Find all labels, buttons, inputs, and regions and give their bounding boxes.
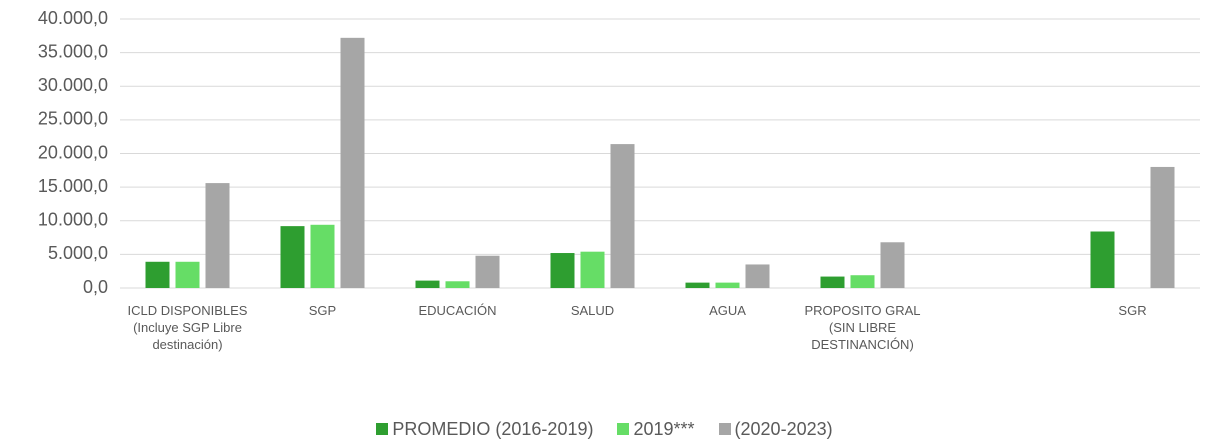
bar xyxy=(580,251,605,288)
legend: PROMEDIO (2016-2019) 2019*** (2020-2023) xyxy=(0,419,1209,440)
x-tick-label: PROPOSITO GRAL (SIN LIBRE DESTINANCIÓN) xyxy=(804,303,921,352)
bar xyxy=(340,37,365,288)
y-tick-label: 15.000,0 xyxy=(38,176,108,196)
x-tick-label: SALUD xyxy=(570,303,615,318)
x-tick-label: ICLD DISPONIBLES (Incluye SGP Libre dest… xyxy=(127,303,248,352)
bar xyxy=(850,275,875,288)
y-tick-label: 10.000,0 xyxy=(38,210,108,230)
bar xyxy=(280,226,305,288)
legend-item: 2019*** xyxy=(617,419,695,440)
bar xyxy=(145,261,170,288)
x-tick-label: SGR xyxy=(1118,303,1147,318)
bar xyxy=(820,276,845,288)
bar xyxy=(685,282,710,288)
x-tick-label: SGP xyxy=(308,303,337,318)
bar xyxy=(1090,231,1115,288)
bar xyxy=(1150,166,1175,288)
legend-swatch xyxy=(617,423,630,435)
legend-label: 2019*** xyxy=(633,419,695,439)
y-tick-label: 20.000,0 xyxy=(38,142,108,162)
x-tick-label: AGUA xyxy=(709,303,746,318)
y-tick-label: 35.000,0 xyxy=(38,41,108,61)
bar xyxy=(415,280,440,288)
bar xyxy=(715,282,740,288)
legend-swatch xyxy=(718,423,731,435)
y-tick-label: 0,0 xyxy=(83,277,108,297)
legend-item: (2020-2023) xyxy=(718,419,833,440)
y-tick-label: 30.000,0 xyxy=(38,75,108,95)
bar xyxy=(610,144,635,288)
bar xyxy=(475,255,500,288)
bar xyxy=(205,183,230,288)
bar xyxy=(310,224,335,288)
legend-swatch xyxy=(376,423,389,435)
y-tick-label: 40.000,0 xyxy=(38,8,108,28)
bar xyxy=(745,264,770,288)
y-tick-label: 5.000,0 xyxy=(48,243,108,263)
bar xyxy=(445,281,470,288)
bar xyxy=(880,242,905,288)
legend-label: PROMEDIO (2016-2019) xyxy=(392,419,594,439)
bar xyxy=(175,261,200,288)
legend-item: PROMEDIO (2016-2019) xyxy=(376,419,593,440)
y-tick-label: 25.000,0 xyxy=(38,109,108,129)
x-tick-label: EDUCACIÓN xyxy=(418,303,497,318)
bar xyxy=(550,253,575,288)
legend-label: (2020-2023) xyxy=(734,419,833,439)
